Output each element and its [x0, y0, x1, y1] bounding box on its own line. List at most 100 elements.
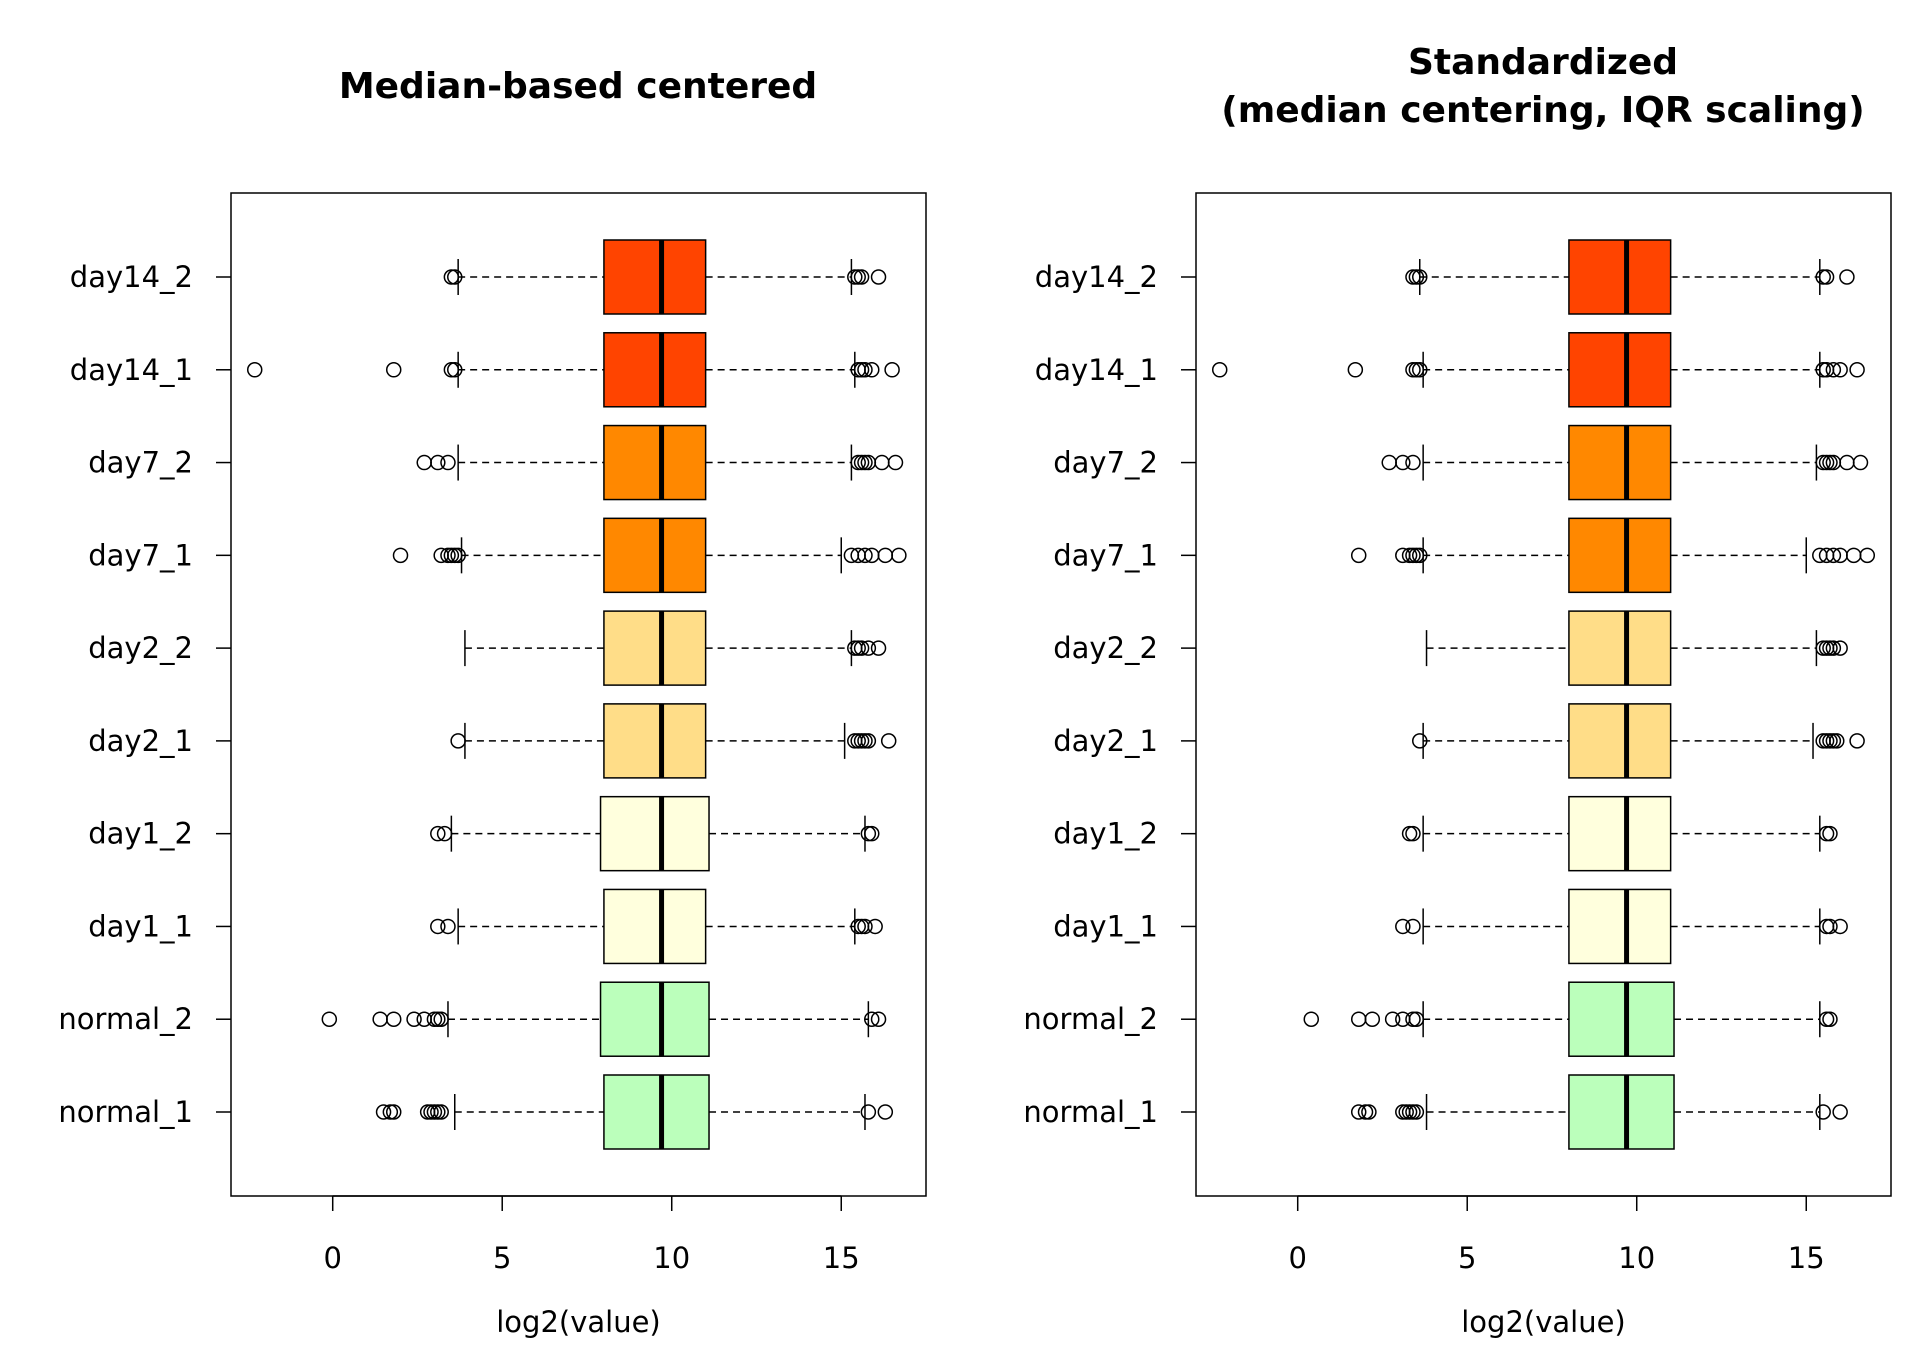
outlier-point — [1211, 362, 1228, 378]
outlier-point — [1361, 1104, 1377, 1120]
box-day7_1: day7_1 — [1053, 517, 1876, 594]
outlier-point — [1815, 454, 1831, 471]
outlier-point — [1839, 269, 1855, 285]
y-tick-label: day2_1 — [1053, 724, 1158, 758]
box-iqr — [1568, 424, 1672, 501]
box-day7_2: day7_2 — [88, 424, 904, 501]
outlier-point — [1849, 362, 1865, 378]
outlier-point — [853, 362, 870, 378]
box-iqr — [1568, 332, 1672, 408]
plot-frame — [1195, 192, 1892, 1197]
box-iqr — [1568, 795, 1672, 872]
outlier-point — [1859, 547, 1876, 564]
box-day14_2: day14_2 — [1035, 239, 1855, 315]
outlier-point — [1412, 733, 1428, 749]
outlier-point — [860, 1104, 877, 1120]
outlier-point — [440, 454, 456, 471]
box-iqr — [603, 239, 707, 315]
outlier-point — [1818, 825, 1835, 842]
box-day2_2: day2_2 — [88, 610, 887, 686]
outlier-point — [850, 640, 866, 656]
y-tick-label: day14_1 — [1035, 353, 1158, 387]
outlier-point — [1381, 454, 1397, 471]
outlier-point — [1350, 1104, 1367, 1120]
outlier-point — [443, 269, 460, 285]
chart-title-line: (median centering, IQR scaling) — [1221, 90, 1865, 131]
outlier-point — [1825, 640, 1842, 656]
outlier-point — [1815, 362, 1831, 378]
x-tick-label: 5 — [493, 1241, 511, 1275]
outlier-point — [447, 362, 463, 378]
outlier-point — [440, 918, 456, 935]
outlier-point — [1818, 733, 1835, 749]
box-iqr — [603, 888, 707, 965]
outlier-point — [1303, 1011, 1320, 1027]
y-tick-label: day1_1 — [88, 909, 193, 943]
box-day1_1: day1_1 — [88, 888, 883, 965]
outlier-point — [426, 1104, 443, 1120]
outlier-point — [1395, 918, 1411, 935]
outlier-point — [1408, 547, 1425, 564]
outlier-point — [1825, 547, 1842, 564]
outlier-point — [1408, 1104, 1425, 1120]
outlier-point — [853, 918, 870, 935]
outlier-point — [440, 547, 456, 564]
outlier-point — [423, 1104, 439, 1120]
outlier-point — [406, 1011, 422, 1027]
outlier-point — [1405, 1011, 1421, 1027]
outlier-point — [870, 640, 887, 656]
outlier-point — [1405, 918, 1421, 935]
box-iqr — [603, 424, 707, 501]
y-tick-label: normal_1 — [58, 1095, 193, 1129]
outlier-point — [1818, 269, 1835, 285]
outlier-point — [1822, 918, 1838, 935]
outlier-point — [877, 547, 894, 564]
outlier-point — [1364, 1011, 1381, 1027]
y-tick-label: day1_2 — [88, 817, 193, 851]
outlier-point — [1849, 733, 1865, 749]
outlier-point — [867, 918, 883, 935]
outlier-point — [447, 269, 463, 285]
outlier-point — [1401, 547, 1418, 564]
outlier-point — [1412, 547, 1428, 564]
outlier-point — [850, 269, 866, 285]
box-iqr — [603, 332, 707, 408]
outlier-point — [1832, 362, 1848, 378]
outlier-point — [1405, 1104, 1421, 1120]
outlier-point — [321, 1011, 338, 1027]
outlier-point — [1357, 1104, 1374, 1120]
plot-frame — [230, 192, 927, 1197]
outlier-point — [864, 362, 880, 378]
outlier-point — [853, 454, 870, 471]
outlier-point — [430, 825, 446, 842]
box-normal_1: normal_1 — [1023, 1074, 1848, 1150]
outlier-point — [891, 547, 907, 564]
y-tick-label: day14_2 — [70, 260, 193, 294]
outlier-point — [385, 1011, 402, 1027]
outlier-point — [1832, 1104, 1848, 1120]
box-iqr — [1568, 1074, 1675, 1150]
outlier-point — [392, 547, 409, 564]
x-tick-label: 10 — [1618, 1241, 1655, 1275]
y-tick-label: day2_1 — [88, 724, 193, 758]
y-tick-label: normal_2 — [58, 1002, 193, 1036]
outlier-point — [860, 640, 877, 656]
box-iqr — [1568, 981, 1675, 1057]
outlier-point — [1412, 269, 1428, 285]
outlier-point — [385, 1104, 402, 1120]
outlier-point — [1408, 362, 1425, 378]
box-iqr — [1568, 703, 1672, 779]
box-normal_1: normal_1 — [58, 1074, 894, 1150]
outlier-point — [853, 269, 870, 285]
outlier-point — [887, 454, 904, 471]
outlier-point — [877, 1104, 894, 1120]
outlier-point — [850, 733, 866, 749]
x-tick-label: 10 — [653, 1241, 690, 1275]
box-iqr — [599, 795, 710, 872]
x-axis-label: log2(value) — [496, 1305, 661, 1339]
outlier-point — [850, 918, 866, 935]
outlier-point — [1832, 918, 1848, 935]
y-tick-label: day7_1 — [88, 538, 193, 572]
outlier-point — [1818, 454, 1835, 471]
